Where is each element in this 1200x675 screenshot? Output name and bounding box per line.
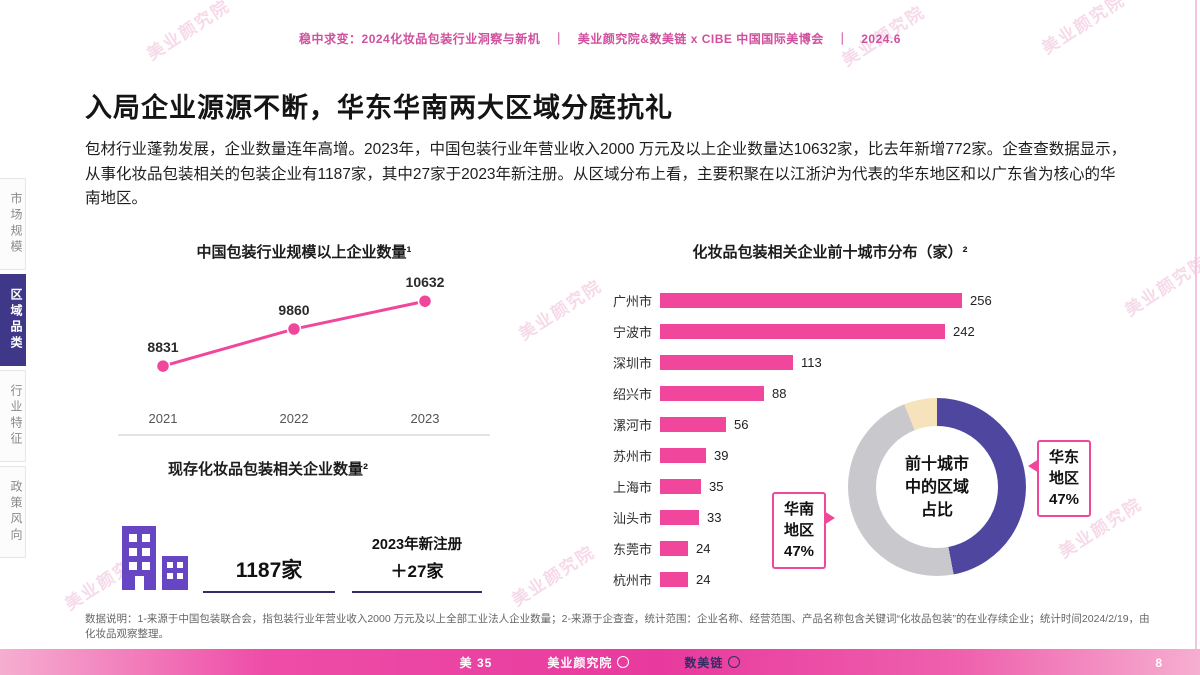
bar-row: 深圳市 113	[600, 347, 1030, 378]
stats-title: 现存化妆品包装相关企业数量²	[168, 461, 368, 478]
bar	[660, 572, 688, 587]
bar-category-label: 深圳市	[612, 356, 652, 371]
line-point-value: 9860	[278, 302, 309, 318]
report-header: 稳中求变：2024化妆品包装行业洞察与新机 ｜ 美业颜究院&数美链 x CIBE…	[299, 32, 901, 46]
decorative-ring-icon	[728, 656, 741, 668]
bar-value: 242	[953, 324, 975, 339]
bar-value: 24	[696, 541, 711, 556]
bar-category-label: 苏州市	[612, 449, 652, 464]
sidebar: 市场规模区域品类行业特征政策风向	[0, 178, 30, 562]
buildings-icon	[116, 512, 196, 596]
bar-row: 上海市 35	[600, 471, 1030, 502]
bar-row: 宁波市 242	[600, 316, 1030, 347]
x-axis-tick: 2023	[411, 411, 440, 426]
bar-row: 漯河市 56	[600, 409, 1030, 440]
line-point	[155, 358, 171, 374]
line-chart-svg: 8831 2021 9860 2022 10632 2023	[118, 274, 490, 436]
line-point	[286, 321, 302, 337]
sidebar-tab-3[interactable]: 行业特征	[0, 370, 26, 462]
stat-new-registrations: 2023年新注册 ＋27家	[352, 524, 482, 593]
line-point	[417, 293, 433, 309]
bar-row: 杭州市 24	[600, 564, 1030, 595]
bar-value: 35	[709, 479, 724, 494]
cibe-logo: 美 35	[459, 655, 493, 670]
bar-value: 88	[772, 386, 787, 401]
bar	[660, 510, 699, 525]
bar	[660, 541, 688, 556]
bar	[660, 448, 706, 463]
bar	[660, 355, 793, 370]
bar-value: 33	[707, 510, 722, 525]
meiye-logo: 美业颜究院	[547, 654, 630, 671]
bar-row: 绍兴市 88	[600, 378, 1030, 409]
decorative-ring-icon	[617, 656, 630, 668]
bar-chart: 广州市 256 宁波市 242 深圳市 113 绍兴市 88 漯河市 56 苏州市 39 上海市 35 汕头…	[600, 285, 1030, 595]
bar-category-label: 宁波市	[612, 325, 652, 340]
stat-existing-companies: 1187家	[203, 546, 335, 593]
page-number: 8	[1155, 656, 1162, 670]
shumei-logo: 数美链	[684, 654, 741, 671]
sidebar-tab-4[interactable]: 政策风向	[0, 466, 26, 558]
bar-row: 广州市 256	[600, 285, 1030, 316]
bar-value: 39	[714, 448, 729, 463]
bar-category-label: 广州市	[612, 294, 652, 309]
sidebar-tab-2[interactable]: 区域品类	[0, 274, 26, 366]
bar-row: 汕头市 33	[600, 502, 1030, 533]
stat-new-value: ＋27家	[390, 562, 444, 581]
callout-east-china: 华东地区47%	[1028, 440, 1091, 517]
bar-row: 苏州市 39	[600, 440, 1030, 471]
bar-value: 113	[801, 355, 822, 370]
footer-bar: 美 35 美业颜究院 数美链 8	[0, 649, 1200, 675]
bar	[660, 479, 701, 494]
bar-value: 24	[696, 572, 711, 587]
bar	[660, 293, 962, 308]
x-axis-tick: 2021	[149, 411, 178, 426]
line-chart-title: 中国包装行业规模以上企业数量¹	[196, 244, 412, 261]
donut-center-label: 前十城市中的区域占比	[904, 455, 969, 519]
line-point-value: 10632	[406, 274, 445, 290]
watermark-text: 美业颜究院	[508, 542, 599, 611]
data-source-footnote: 数据说明：1-来源于中国包装联合会，指包装行业年营业收入2000 万元及以上全部…	[85, 613, 1150, 640]
stat-new-label: 2023年新注册	[371, 537, 463, 553]
bar	[660, 386, 764, 401]
x-axis-tick: 2022	[280, 411, 309, 426]
bar-category-label: 东莞市	[612, 542, 652, 557]
donut-chart: 前十城市中的区域占比	[848, 398, 1026, 576]
watermark-text: 美业颜究院	[515, 276, 606, 345]
bar	[660, 324, 945, 339]
bar-category-label: 杭州市	[612, 573, 652, 588]
bar-value: 56	[734, 417, 749, 432]
bar-category-label: 绍兴市	[612, 387, 652, 402]
callout-south-china: 华南地区47%	[772, 492, 835, 569]
bar-category-label: 汕头市	[612, 511, 652, 526]
right-edge-accent-line	[1195, 0, 1197, 649]
watermark-text: 美业颜究院	[1121, 252, 1200, 321]
line-chart: 8831 2021 9860 2022 10632 2023	[118, 263, 490, 443]
intro-paragraph: 包材行业蓬勃发展，企业数量连年高增。2023年，中国包装行业年营业收入2000 …	[85, 141, 1127, 207]
sidebar-tab-1[interactable]: 市场规模	[0, 178, 26, 270]
page-title: 入局企业源源不断，华东华南两大区域分庭抗礼	[85, 93, 673, 123]
donut-hole: 前十城市中的区域占比	[876, 426, 998, 548]
bar	[660, 417, 726, 432]
bar-value: 256	[970, 293, 992, 308]
line-point-value: 8831	[147, 339, 178, 355]
bar-category-label: 漯河市	[612, 418, 652, 433]
bar-chart-title: 化妆品包装相关企业前十城市分布（家）²	[692, 244, 968, 261]
bar-category-label: 上海市	[612, 480, 652, 495]
bar-row: 东莞市 24	[600, 533, 1030, 564]
